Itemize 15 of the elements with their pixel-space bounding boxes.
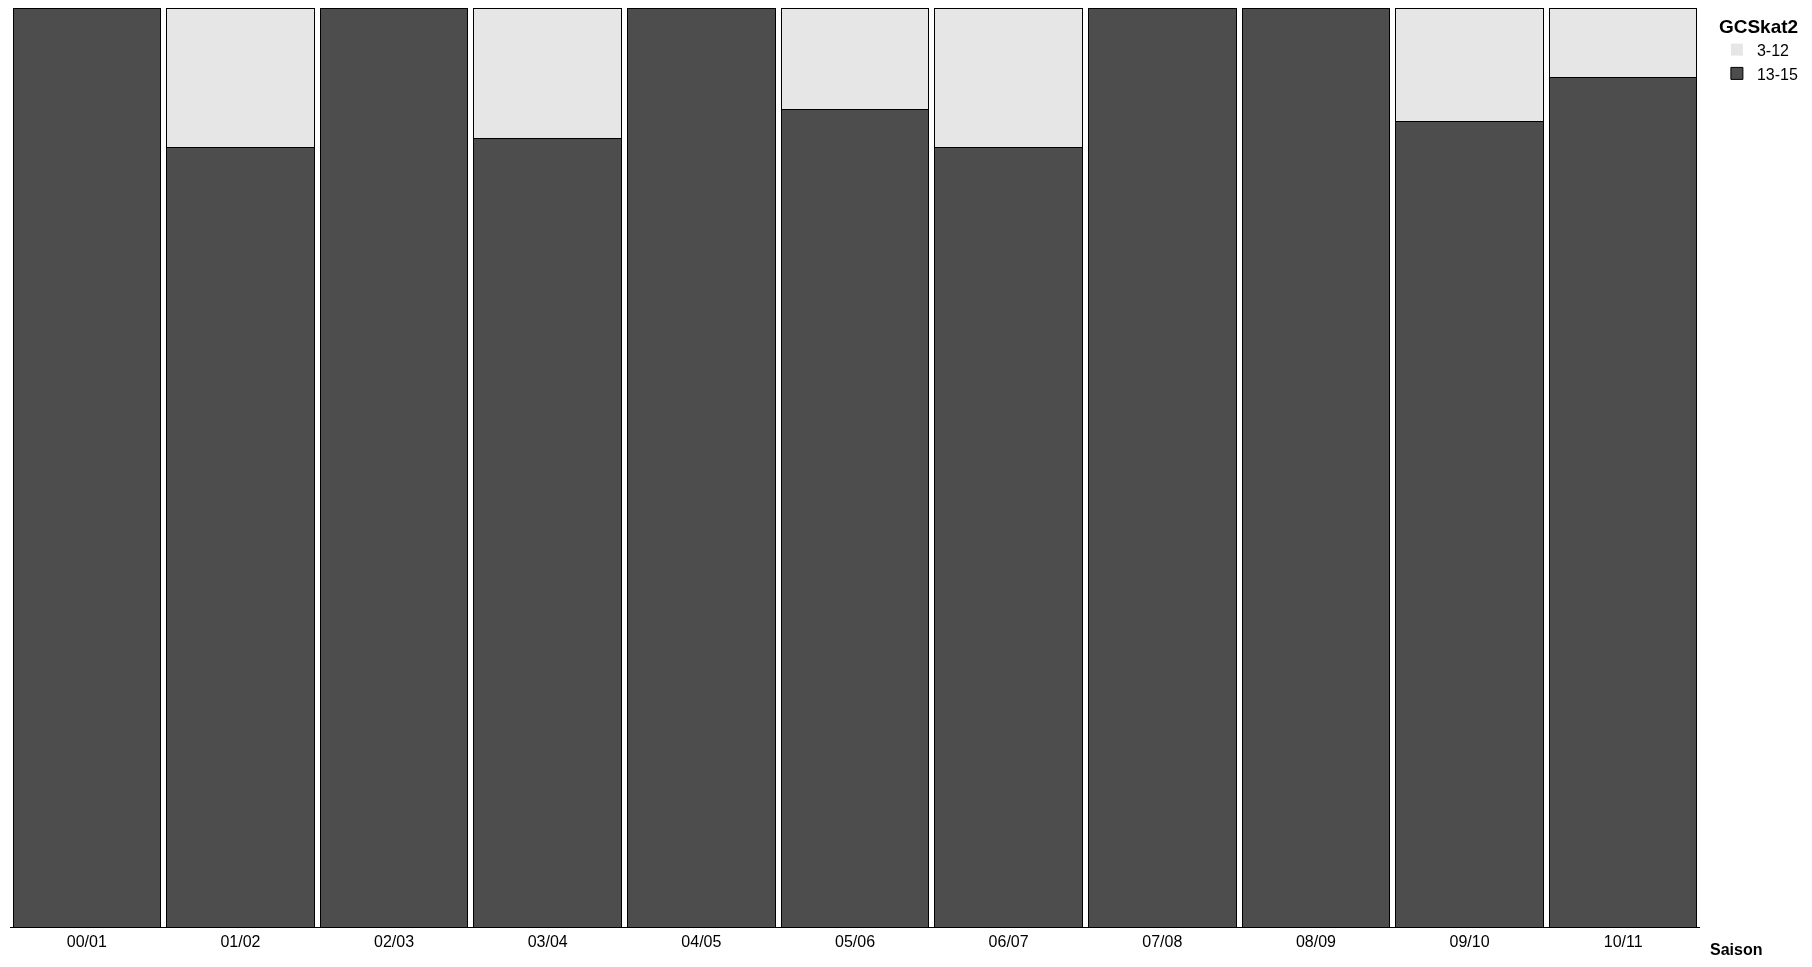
x-tick-label: 01/02 (220, 933, 261, 951)
legend-label: 3-12 (1756, 41, 1790, 59)
x-tick-label: 05/06 (834, 933, 876, 951)
x-tick-label: 10/11 (1603, 933, 1643, 951)
x-tick-label: 02/03 (374, 933, 415, 951)
x-tick-label: 09/10 (1449, 933, 1490, 951)
x-tick-label: 06/07 (988, 933, 1029, 951)
legend-title: GCSkat2 (1718, 15, 1799, 37)
x-axis-title: Saison (1710, 941, 1763, 958)
x-tick-label: 03/04 (527, 933, 568, 951)
x-tick-label: 07/08 (1142, 933, 1183, 951)
legend-label: 13-15 (1756, 65, 1798, 83)
x-tick-label: 00/01 (66, 933, 107, 951)
x-tick-label: 04/05 (681, 933, 722, 951)
x-tick-label: 08/09 (1295, 933, 1337, 951)
